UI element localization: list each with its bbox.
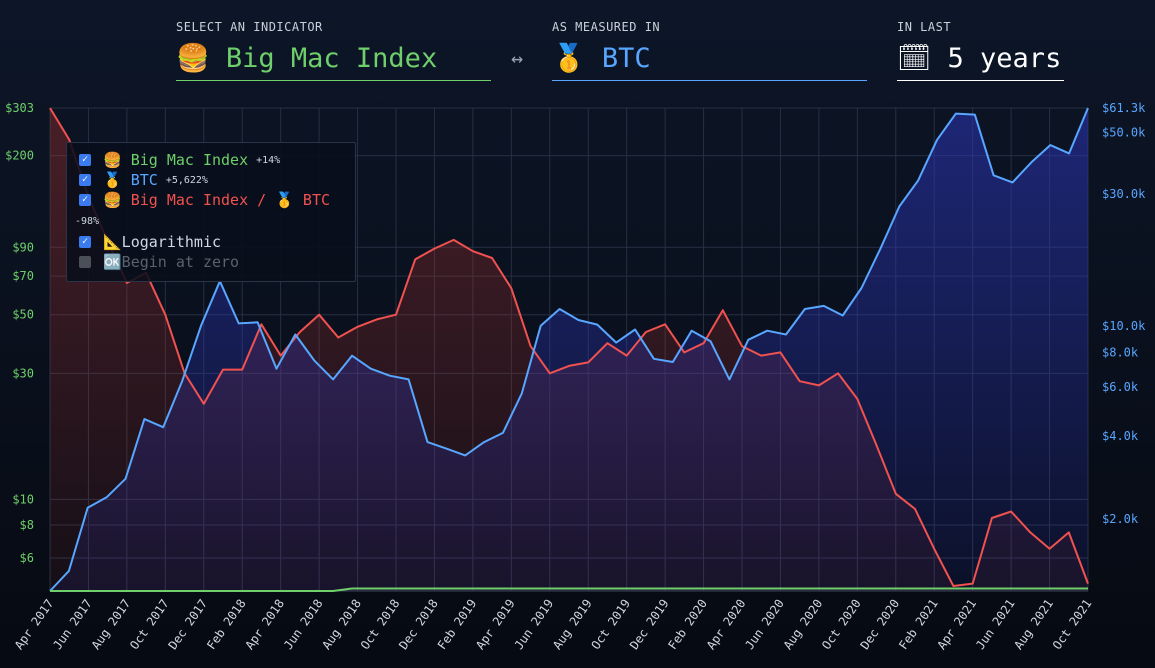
period-selector[interactable]: IN LAST 🗓 5 years	[897, 20, 1064, 81]
y-right-tick-label: $50.0k	[1102, 125, 1146, 139]
measure-caption: AS MEASURED IN	[552, 20, 661, 34]
legend-item-btc[interactable]: ✓ 🥇 BTC +5,622%	[79, 171, 208, 189]
y-right-tick-label: $2.0k	[1102, 512, 1139, 526]
indicator-selector[interactable]: SELECT AN INDICATOR 🍔 Big Mac Index	[176, 20, 491, 81]
series-area-btc	[50, 108, 1088, 591]
checkbox-checked-icon[interactable]: ✓	[79, 236, 91, 248]
legend-label-ratio: 🍔 Big Mac Index / 🥇 BTC	[103, 191, 330, 209]
legend-change-bigmac: +14%	[256, 154, 281, 166]
checkbox-checked-icon[interactable]: ✓	[79, 154, 91, 166]
legend-label-btc: 🥇 BTC	[103, 171, 158, 189]
series-line-btc	[49, 107, 1089, 592]
checkbox-checked-icon[interactable]: ✓	[79, 194, 91, 206]
swap-arrow-icon: ↔	[511, 46, 524, 70]
measure-value[interactable]: 🥇 BTC	[552, 42, 867, 81]
y-right-tick-label: $61.3k	[1102, 101, 1146, 115]
series-line-bigmac	[50, 587, 1088, 592]
y-left-tick-label: $303	[5, 101, 34, 115]
checkbox-unchecked-icon[interactable]	[79, 256, 91, 268]
logarithmic-toggle[interactable]: ✓ 📐Logarithmic	[79, 233, 221, 251]
y-left-tick-label: $10	[12, 492, 34, 506]
begin-at-zero-label: 🆗Begin at zero	[103, 253, 240, 271]
legend-panel: ✓ 🍔 Big Mac Index +14% ✓ 🥇 BTC +5,622% ✓…	[66, 142, 356, 282]
y-right-tick-label: $30.0k	[1102, 187, 1146, 201]
y-right-tick-label: $6.0k	[1102, 380, 1139, 394]
y-right-tick-label: $4.0k	[1102, 429, 1139, 443]
indicator-value[interactable]: 🍔 Big Mac Index	[176, 42, 491, 81]
legend-label-bigmac: 🍔 Big Mac Index	[103, 151, 249, 169]
y-right-tick-label: $8.0k	[1102, 346, 1139, 360]
x-tick-label: Oct 2021	[1050, 597, 1095, 652]
legend-item-bigmac[interactable]: ✓ 🍔 Big Mac Index +14%	[79, 151, 280, 169]
y-left-tick-label: $70	[12, 269, 34, 283]
legend-change-ratio: -98%	[75, 216, 100, 227]
y-left-tick-label: $6	[20, 551, 34, 565]
period-caption: IN LAST	[897, 20, 952, 34]
y-left-tick-label: $200	[5, 149, 34, 163]
checkbox-checked-icon[interactable]: ✓	[79, 174, 91, 186]
measure-selector[interactable]: AS MEASURED IN 🥇 BTC	[552, 20, 867, 81]
begin-at-zero-toggle[interactable]: 🆗Begin at zero	[79, 253, 239, 271]
y-left-tick-label: $30	[12, 366, 34, 380]
y-left-tick-label: $90	[12, 240, 34, 254]
indicator-caption: SELECT AN INDICATOR	[176, 20, 323, 34]
y-left-tick-label: $50	[12, 308, 34, 322]
series-line-ratio	[49, 107, 1089, 587]
legend-item-ratio[interactable]: ✓ 🍔 Big Mac Index / 🥇 BTC	[79, 191, 330, 209]
legend-change-btc: +5,622%	[165, 174, 208, 186]
period-value[interactable]: 🗓 5 years	[897, 42, 1064, 81]
y-left-tick-label: $8	[20, 518, 34, 532]
y-right-tick-label: $10.0k	[1102, 319, 1146, 333]
logarithmic-label: 📐Logarithmic	[103, 233, 222, 251]
